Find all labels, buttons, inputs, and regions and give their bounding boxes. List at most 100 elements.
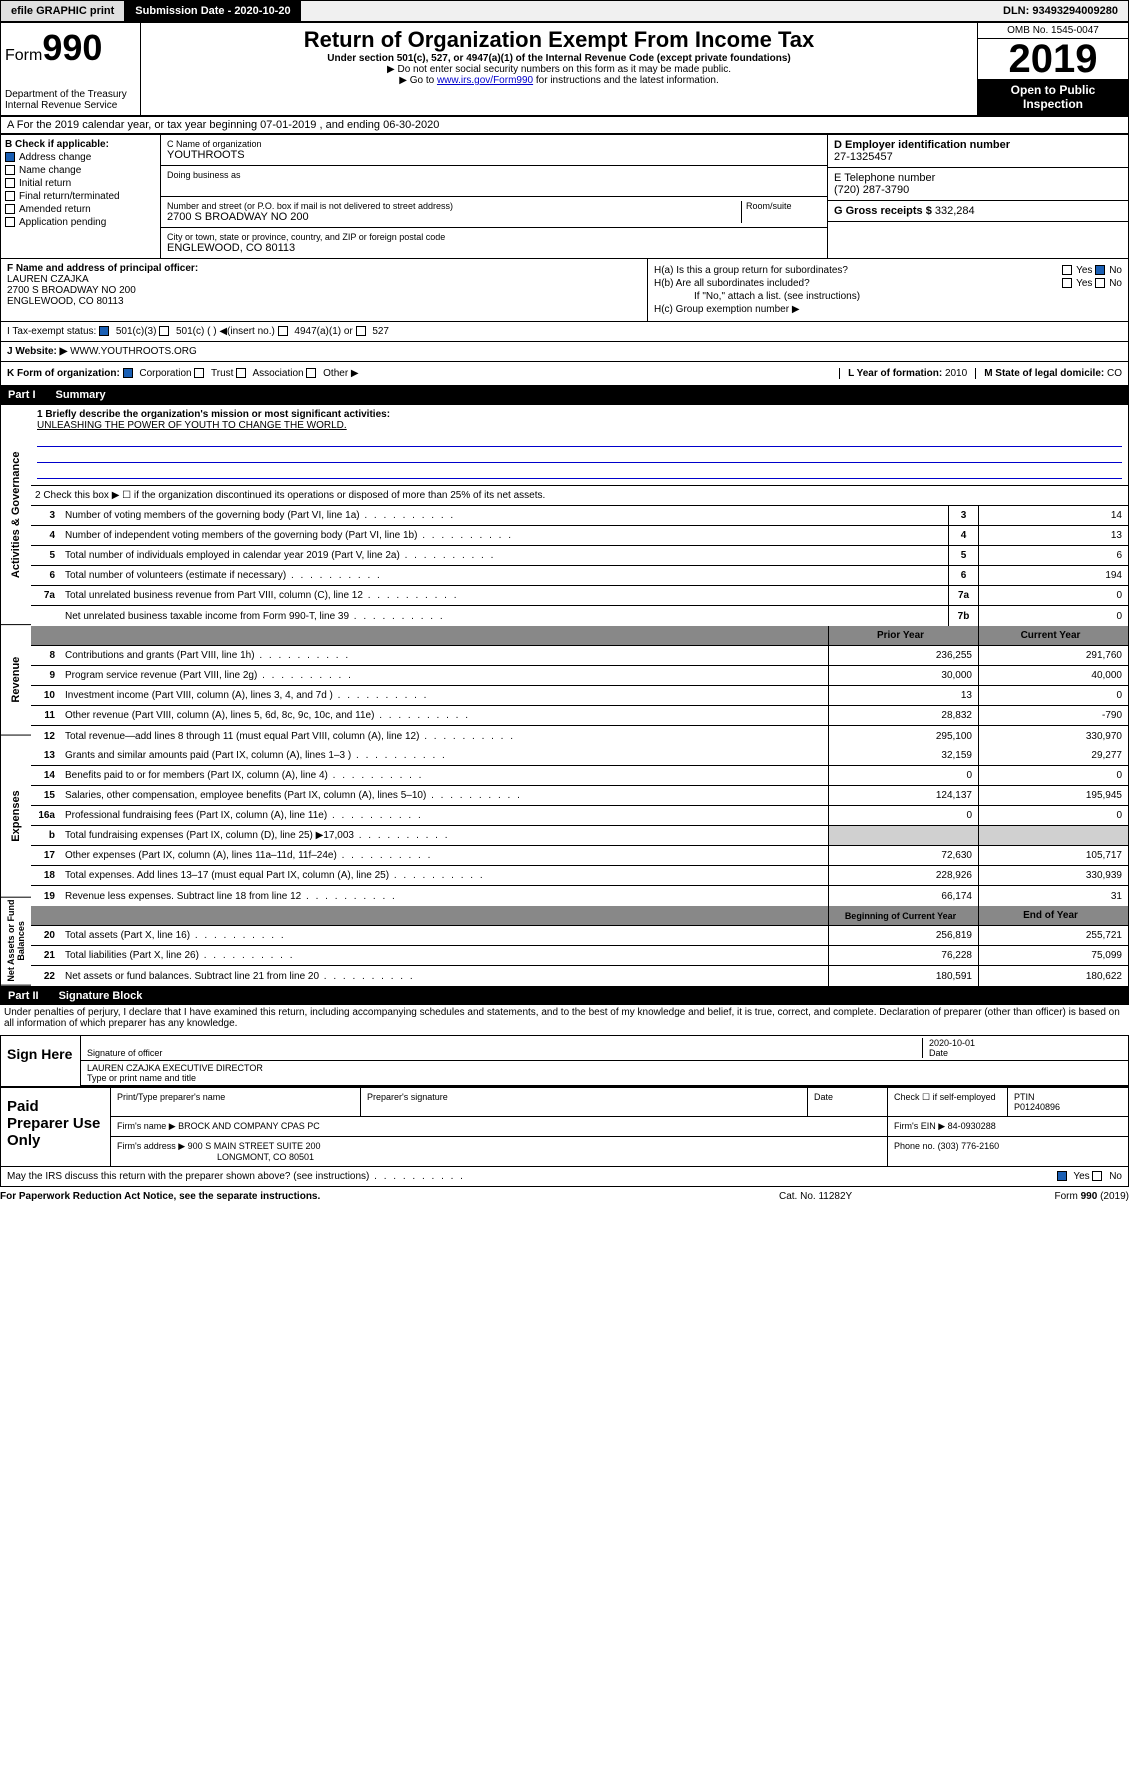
domicile-label: M State of legal domicile: xyxy=(984,368,1104,379)
ha-no-lbl: No xyxy=(1109,265,1122,276)
side-labels: Activities & Governance Revenue Expenses… xyxy=(1,405,31,986)
row-i: I Tax-exempt status: 501(c)(3) 501(c) ( … xyxy=(0,322,1129,342)
irs-link[interactable]: www.irs.gov/Form990 xyxy=(437,75,533,86)
firm-addr-lbl: Firm's address ▶ xyxy=(117,1141,185,1151)
form-title: Return of Organization Exempt From Incom… xyxy=(145,27,973,53)
row-j: J Website: ▶ WWW.YOUTHROOTS.ORG xyxy=(0,342,1129,362)
form-ref: Form 990 (2019) xyxy=(1055,1191,1129,1202)
hb-note: If "No," attach a list. (see instruction… xyxy=(654,291,1122,302)
gross-value: 332,284 xyxy=(935,205,975,217)
top-bar: efile GRAPHIC print Submission Date - 20… xyxy=(0,0,1129,22)
part1-header: Part I Summary xyxy=(0,386,1129,404)
note-goto-pre: ▶ Go to xyxy=(399,75,437,86)
hb-yes[interactable] xyxy=(1062,278,1072,288)
ha-label: H(a) Is this a group return for subordin… xyxy=(654,265,848,276)
line2: 2 Check this box ▶ ☐ if the organization… xyxy=(31,488,1128,503)
discuss-no-lbl: No xyxy=(1109,1171,1122,1182)
chk-pending[interactable] xyxy=(5,217,15,227)
hb-no[interactable] xyxy=(1095,278,1105,288)
part2-title: Signature Block xyxy=(59,990,143,1002)
chk-final[interactable] xyxy=(5,191,15,201)
mission-label: 1 Briefly describe the organization's mi… xyxy=(37,409,1122,420)
cat-no: Cat. No. 11282Y xyxy=(779,1191,979,1202)
check-self: Check ☐ if self-employed xyxy=(888,1088,1008,1116)
ptin-val: P01240896 xyxy=(1014,1102,1060,1112)
preparer-block: Paid Preparer Use Only Print/Type prepar… xyxy=(0,1087,1129,1167)
officer-name: LAUREN CZAJKA xyxy=(7,274,641,285)
box-b-label: B Check if applicable: xyxy=(5,139,156,150)
current-year-hdr: Current Year xyxy=(978,626,1128,645)
lbl-527: 527 xyxy=(372,326,389,337)
sig-officer-lbl: Signature of officer xyxy=(87,1048,162,1058)
officer-printed: LAUREN CZAJKA EXECUTIVE DIRECTOR xyxy=(87,1063,263,1073)
side-exp: Expenses xyxy=(1,736,31,898)
ha-yes[interactable] xyxy=(1062,265,1072,275)
lbl-other: Other ▶ xyxy=(323,368,358,379)
lbl-501c: 501(c) ( ) ◀(insert no.) xyxy=(176,326,275,337)
chk-amended[interactable] xyxy=(5,204,15,214)
entity-block: B Check if applicable: Address change Na… xyxy=(0,134,1129,259)
discuss-yes[interactable] xyxy=(1057,1171,1067,1181)
penalties-text: Under penalties of perjury, I declare th… xyxy=(0,1005,1129,1031)
discuss-no[interactable] xyxy=(1092,1171,1102,1181)
paperwork-notice: For Paperwork Reduction Act Notice, see … xyxy=(0,1191,779,1202)
ptin-lbl: PTIN xyxy=(1014,1092,1035,1102)
form-subtitle: Under section 501(c), 527, or 4947(a)(1)… xyxy=(145,53,973,64)
hb-yes-lbl: Yes xyxy=(1076,278,1092,289)
domicile: CO xyxy=(1107,368,1122,379)
ein-value: 27-1325457 xyxy=(834,151,1122,163)
ha-yes-lbl: Yes xyxy=(1076,265,1092,276)
ha-no[interactable] xyxy=(1095,265,1105,275)
chk-trust[interactable] xyxy=(194,368,204,378)
part2-num: Part II xyxy=(8,990,59,1002)
firm-name-lbl: Firm's name ▶ xyxy=(117,1121,176,1131)
lbl-name-change: Name change xyxy=(19,165,81,176)
officer-addr2: ENGLEWOOD, CO 80113 xyxy=(7,296,641,307)
chk-501c3[interactable] xyxy=(99,326,109,336)
prep-date-lbl: Date xyxy=(808,1088,888,1116)
year-formation-label: L Year of formation: xyxy=(848,368,942,379)
lbl-initial: Initial return xyxy=(19,178,71,189)
footer: For Paperwork Reduction Act Notice, see … xyxy=(0,1187,1129,1206)
lbl-pending: Application pending xyxy=(19,217,106,228)
lbl-assoc: Association xyxy=(252,368,303,379)
firm-ein-lbl: Firm's EIN ▶ xyxy=(894,1121,945,1131)
dept-label: Department of the Treasury Internal Reve… xyxy=(5,89,136,111)
org-name-label: C Name of organization xyxy=(167,139,821,149)
efile-btn[interactable]: efile GRAPHIC print xyxy=(1,1,125,21)
chk-other[interactable] xyxy=(306,368,316,378)
chk-assoc[interactable] xyxy=(236,368,246,378)
side-gov: Activities & Governance xyxy=(1,405,31,625)
chk-address-change[interactable] xyxy=(5,152,15,162)
org-name: YOUTHROOTS xyxy=(167,149,821,161)
firm-name: BROCK AND COMPANY CPAS PC xyxy=(178,1121,320,1131)
hb-no-lbl: No xyxy=(1109,278,1122,289)
chk-527[interactable] xyxy=(356,326,366,336)
firm-phone-lbl: Phone no. xyxy=(894,1141,935,1151)
year-formation: 2010 xyxy=(945,368,967,379)
chk-501c[interactable] xyxy=(159,326,169,336)
firm-addr1: 900 S MAIN STREET SUITE 200 xyxy=(188,1141,321,1151)
row-fh: F Name and address of principal officer:… xyxy=(0,259,1129,322)
discuss-yes-lbl: Yes xyxy=(1073,1171,1089,1182)
form-org-label: K Form of organization: xyxy=(7,368,120,379)
lbl-4947: 4947(a)(1) or xyxy=(294,326,352,337)
hb-label: H(b) Are all subordinates included? xyxy=(654,278,810,289)
lbl-corp: Corporation xyxy=(139,368,191,379)
part1-table: Activities & Governance Revenue Expenses… xyxy=(0,404,1129,987)
chk-corp[interactable] xyxy=(123,368,133,378)
chk-4947[interactable] xyxy=(278,326,288,336)
submission-date: Submission Date - 2020-10-20 xyxy=(125,1,300,21)
chk-initial[interactable] xyxy=(5,178,15,188)
sig-date-lbl: Date xyxy=(929,1048,948,1058)
row-k: K Form of organization: Corporation Trus… xyxy=(0,362,1129,386)
firm-addr2: LONGMONT, CO 80501 xyxy=(117,1152,314,1162)
phone-label: E Telephone number xyxy=(834,172,1122,184)
sig-date: 2020-10-01 xyxy=(929,1038,975,1048)
form-header: Form990 Department of the Treasury Inter… xyxy=(0,22,1129,116)
chk-name-change[interactable] xyxy=(5,165,15,175)
lbl-address-change: Address change xyxy=(19,152,91,163)
phone-value: (720) 287-3790 xyxy=(834,184,1122,196)
prep-name-lbl: Print/Type preparer's name xyxy=(111,1088,361,1116)
open-public: Open to Public Inspection xyxy=(978,79,1128,115)
